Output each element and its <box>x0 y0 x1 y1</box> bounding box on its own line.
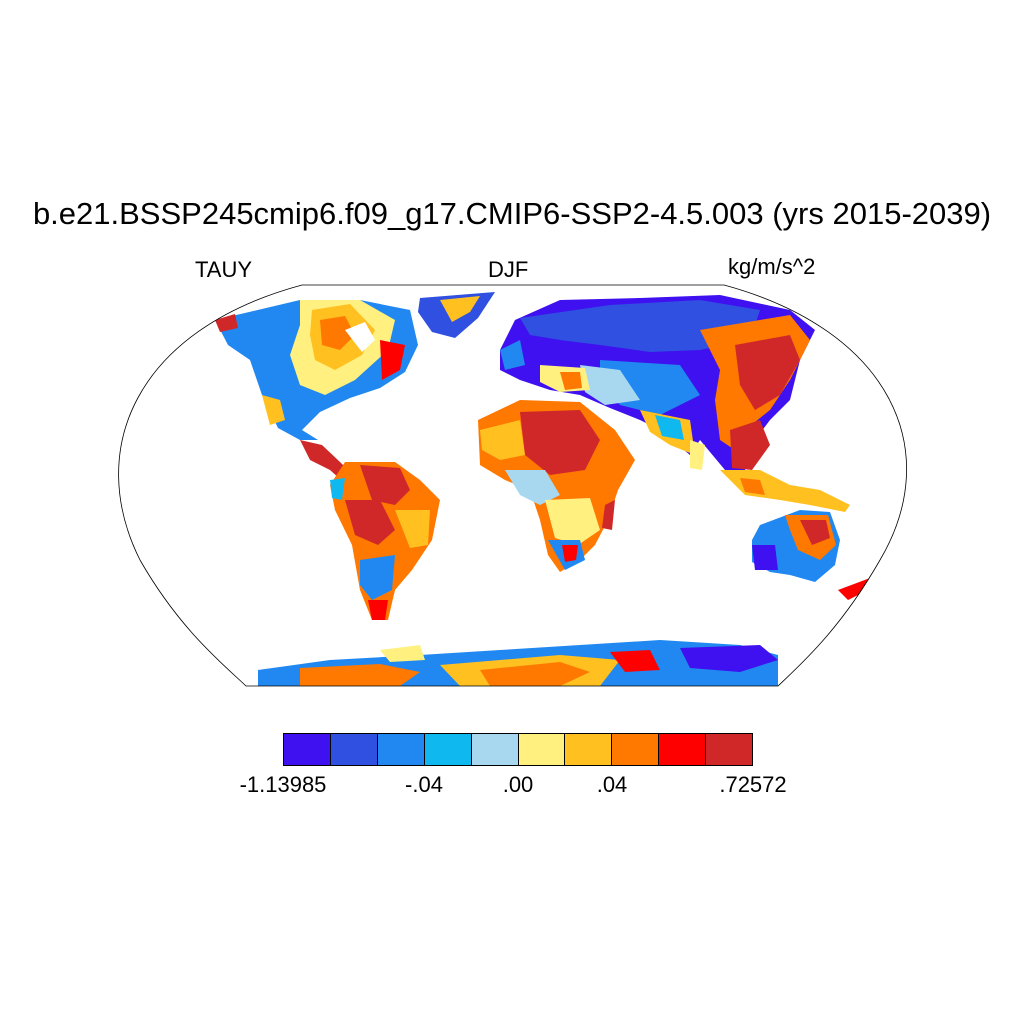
maritime-continent-region <box>720 470 850 512</box>
colorbar-tick-label: .04 <box>596 772 628 797</box>
map-boundary <box>118 284 907 687</box>
colorbar-swatch-9 <box>706 734 753 765</box>
colorbar-swatch-6 <box>565 734 613 765</box>
colorbar-tick-label: -.04 <box>405 772 443 797</box>
colorbar-swatch-2 <box>377 734 425 765</box>
colorbar-swatch-1 <box>330 734 378 765</box>
colorbar-swatch-3 <box>424 734 472 765</box>
plot-title: b.e21.BSSP245cmip6.f09_g17.CMIP6-SSP2-4.… <box>32 196 992 231</box>
colorbar-tick-label: .72572 <box>719 772 787 797</box>
colorbar-swatch-0 <box>284 734 331 765</box>
variable-label: TAUY <box>195 257 253 282</box>
colorbar <box>283 733 753 766</box>
units-label: kg/m/s^2 <box>728 254 816 279</box>
colorbar-swatch-4 <box>471 734 519 765</box>
colorbar-swatch-5 <box>518 734 566 765</box>
colorbar-tick-label: .00 <box>502 772 534 797</box>
season-label: DJF <box>488 257 529 282</box>
colorbar-swatch-8 <box>659 734 707 765</box>
colorbar-tick-label: -1.13985 <box>239 772 327 797</box>
colorbar-swatch-7 <box>612 734 660 765</box>
